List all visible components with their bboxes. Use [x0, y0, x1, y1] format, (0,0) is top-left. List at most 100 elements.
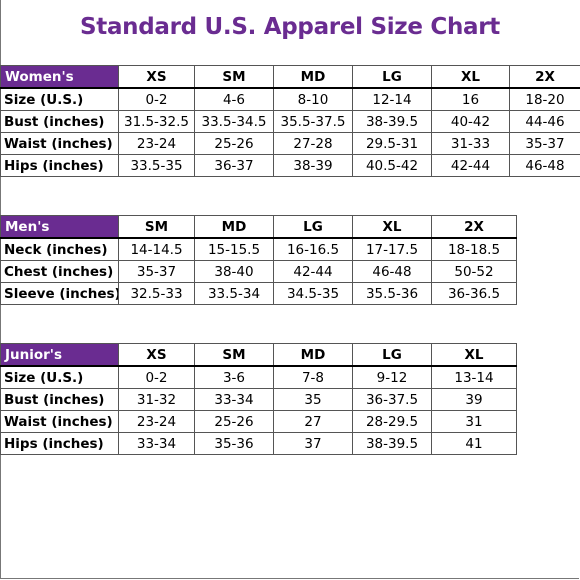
table-cell: 3-6	[194, 365, 274, 389]
table-cell: 15-15.5	[194, 237, 274, 261]
size-header: XL	[431, 65, 510, 89]
row-label: Waist (inches)	[0, 132, 119, 155]
table-cell: 40-42	[431, 110, 510, 133]
row-label: Chest (inches)	[0, 260, 119, 283]
table-cell: 35-37	[509, 132, 580, 155]
table-cell: 46-48	[509, 154, 580, 177]
table-cell: 44-46	[509, 110, 580, 133]
table-cell: 33.5-35	[118, 154, 195, 177]
size-header: SM	[194, 65, 274, 89]
table-row: Waist (inches) 23-24 25-26 27 28-29.5 31	[0, 410, 517, 433]
table-cell: 35.5-37.5	[273, 110, 353, 133]
table-cell: 42-44	[273, 260, 353, 283]
size-header: MD	[194, 215, 274, 239]
table-cell: 36-37.5	[352, 388, 432, 411]
row-label: Neck (inches)	[0, 237, 119, 261]
size-header: XL	[352, 215, 432, 239]
table-cell: 36-36.5	[431, 282, 517, 305]
row-label: Sleeve (inches)	[0, 282, 119, 305]
table-cell: 50-52	[431, 260, 517, 283]
table-header-row: Men's SM MD LG XL 2X	[0, 215, 517, 239]
size-header: 2X	[509, 65, 580, 89]
table-cell: 42-44	[431, 154, 510, 177]
table-cell: 31	[431, 410, 517, 433]
size-header: LG	[352, 65, 432, 89]
table-cell: 41	[431, 432, 517, 455]
table-cell: 35-36	[194, 432, 274, 455]
table-cell: 23-24	[118, 132, 195, 155]
womens-size-table: Women's XS SM MD LG XL 2X Size (U.S.) 0-…	[0, 65, 580, 177]
page-title: Standard U.S. Apparel Size Chart	[79, 14, 500, 40]
table-cell: 33-34	[118, 432, 195, 455]
table-cell: 31-32	[118, 388, 195, 411]
table-cell: 8-10	[273, 87, 353, 111]
table-row: Size (U.S.) 0-2 3-6 7-8 9-12 13-14	[0, 365, 517, 389]
table-row: Neck (inches) 14-14.5 15-15.5 16-16.5 17…	[0, 237, 517, 261]
size-header: MD	[273, 343, 353, 367]
table-cell: 37	[273, 432, 353, 455]
table-cell: 28-29.5	[352, 410, 432, 433]
table-cell: 36-37	[194, 154, 274, 177]
table-cell: 35.5-36	[352, 282, 432, 305]
size-header: XL	[431, 343, 517, 367]
row-label: Waist (inches)	[0, 410, 119, 433]
table-cell: 38-39.5	[352, 432, 432, 455]
row-label: Hips (inches)	[0, 432, 119, 455]
table-cell: 33-34	[194, 388, 274, 411]
table-cell: 38-40	[194, 260, 274, 283]
table-cell: 38-39.5	[352, 110, 432, 133]
table-cell: 27-28	[273, 132, 353, 155]
table-cell: 25-26	[194, 132, 274, 155]
table-cell: 33.5-34	[194, 282, 274, 305]
group-label: Men's	[0, 215, 119, 239]
size-header: LG	[273, 215, 353, 239]
table-cell: 18-20	[509, 87, 580, 111]
table-cell: 16-16.5	[273, 237, 353, 261]
table-cell: 32.5-33	[118, 282, 195, 305]
table-row: Bust (inches) 31-32 33-34 35 36-37.5 39	[0, 388, 517, 411]
table-row: Hips (inches) 33-34 35-36 37 38-39.5 41	[0, 432, 517, 455]
table-cell: 0-2	[118, 87, 195, 111]
table-cell: 25-26	[194, 410, 274, 433]
size-header: XS	[118, 343, 195, 367]
size-header: SM	[194, 343, 274, 367]
table-cell: 31.5-32.5	[118, 110, 195, 133]
table-cell: 35-37	[118, 260, 195, 283]
row-label: Bust (inches)	[0, 110, 119, 133]
table-row: Size (U.S.) 0-2 4-6 8-10 12-14 16 18-20	[0, 87, 580, 111]
table-row: Chest (inches) 35-37 38-40 42-44 46-48 5…	[0, 260, 517, 283]
table-header-row: Junior's XS SM MD LG XL	[0, 343, 517, 367]
table-cell: 40.5-42	[352, 154, 432, 177]
mens-size-table: Men's SM MD LG XL 2X Neck (inches) 14-14…	[0, 215, 517, 305]
table-cell: 39	[431, 388, 517, 411]
table-cell: 23-24	[118, 410, 195, 433]
row-label: Size (U.S.)	[0, 365, 119, 389]
group-label: Junior's	[0, 343, 119, 367]
row-label: Size (U.S.)	[0, 87, 119, 111]
table-cell: 31-33	[431, 132, 510, 155]
table-row: Sleeve (inches) 32.5-33 33.5-34 34.5-35 …	[0, 282, 517, 305]
table-cell: 38-39	[273, 154, 353, 177]
table-cell: 4-6	[194, 87, 274, 111]
table-cell: 34.5-35	[273, 282, 353, 305]
table-cell: 17-17.5	[352, 237, 432, 261]
table-cell: 13-14	[431, 365, 517, 389]
table-cell: 12-14	[352, 87, 432, 111]
table-cell: 33.5-34.5	[194, 110, 274, 133]
size-header: 2X	[431, 215, 517, 239]
table-cell: 46-48	[352, 260, 432, 283]
table-cell: 9-12	[352, 365, 432, 389]
table-cell: 18-18.5	[431, 237, 517, 261]
row-label: Hips (inches)	[0, 154, 119, 177]
table-cell: 0-2	[118, 365, 195, 389]
table-row: Hips (inches) 33.5-35 36-37 38-39 40.5-4…	[0, 154, 580, 177]
table-header-row: Women's XS SM MD LG XL 2X	[0, 65, 580, 89]
table-row: Bust (inches) 31.5-32.5 33.5-34.5 35.5-3…	[0, 110, 580, 133]
juniors-size-table: Junior's XS SM MD LG XL Size (U.S.) 0-2 …	[0, 343, 517, 455]
size-header: LG	[352, 343, 432, 367]
row-label: Bust (inches)	[0, 388, 119, 411]
table-cell: 14-14.5	[118, 237, 195, 261]
size-header: SM	[118, 215, 195, 239]
table-cell: 35	[273, 388, 353, 411]
table-cell: 29.5-31	[352, 132, 432, 155]
